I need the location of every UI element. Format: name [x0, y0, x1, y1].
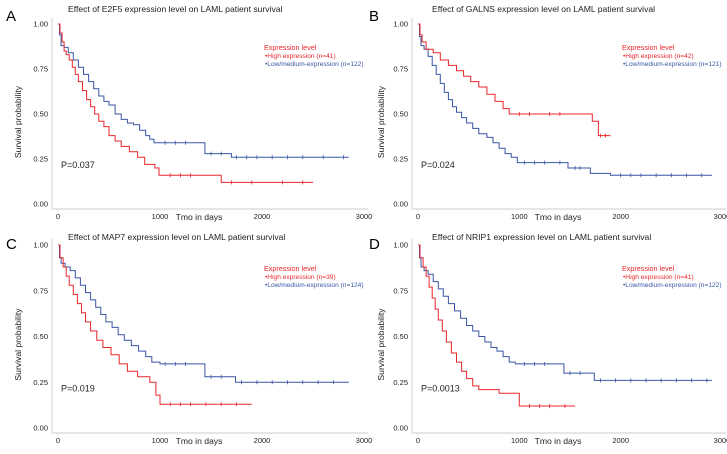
p-value: P=0.024 — [421, 160, 455, 170]
low-expression-curve — [418, 23, 712, 176]
legend-item-high: •High expression (n=42) — [623, 53, 694, 60]
km-panel-d: D Effect of NRIP1 expression level on LAM… — [369, 232, 727, 446]
y-tick-label: 0.75 — [393, 286, 408, 295]
y-tick-label: 0.25 — [33, 378, 48, 387]
y-axis-label: Survival probability — [13, 85, 23, 158]
km-panel-b: B Effect of GALNS expression level on LAM… — [369, 4, 727, 222]
p-value: P=0.037 — [61, 160, 95, 170]
x-tick-label: 1000 — [152, 436, 169, 445]
high-expression-curve — [418, 23, 611, 137]
y-axis-label: Survival probability — [13, 308, 23, 381]
low-expression-curve — [58, 244, 349, 383]
x-axis-label: Tmo in days — [535, 436, 582, 446]
x-tick-label: 2000 — [254, 436, 271, 445]
panel-label: C — [6, 236, 17, 253]
legend-item-low: •Low/medium-expression (n=124) — [265, 282, 364, 289]
y-tick-label: 0.75 — [33, 65, 48, 74]
y-tick-label: 0.50 — [393, 110, 408, 119]
low-expression-curve — [418, 244, 712, 381]
legend-item-high: •High expression (n=39) — [265, 274, 336, 281]
p-value: P=0.0013 — [421, 383, 460, 393]
y-tick-label: 0.75 — [33, 286, 48, 295]
legend-title: Expression level — [264, 43, 317, 52]
y-tick-label: 0.25 — [393, 378, 408, 387]
high-expression-curve — [58, 23, 313, 183]
y-tick-label: 1.00 — [33, 241, 48, 250]
x-tick-label: 3000 — [714, 212, 727, 221]
km-panel-a: A Effect of E2F5 expression level on LAML… — [6, 4, 372, 222]
chart-title: Effect of NRIP1 expression level on LAML… — [432, 232, 651, 242]
panel-label: A — [6, 8, 16, 25]
x-tick-label: 3000 — [356, 436, 373, 445]
y-tick-label: 1.00 — [393, 20, 408, 29]
legend-item-low: •Low/medium-expression (n=122) — [265, 61, 364, 68]
panel-label: B — [369, 8, 379, 25]
panel-label: D — [369, 236, 380, 253]
low-expression-curve — [58, 23, 349, 158]
x-tick-label: 2000 — [612, 436, 629, 445]
x-tick-label: 0 — [416, 436, 420, 445]
legend-item-low: •Low/medium-expression (n=122) — [623, 282, 722, 289]
legend-title: Expression level — [622, 43, 675, 52]
km-panel-c: C Effect of MAP7 expression level on LAML… — [6, 232, 372, 446]
x-tick-label: 3000 — [714, 436, 727, 445]
y-tick-label: 0.25 — [33, 155, 48, 164]
y-tick-label: 0.00 — [393, 424, 408, 433]
y-tick-label: 0.00 — [393, 200, 408, 209]
high-expression-curve — [418, 244, 576, 407]
x-tick-label: 1000 — [511, 436, 528, 445]
x-tick-label: 0 — [56, 212, 60, 221]
legend-title: Expression level — [264, 264, 317, 273]
high-expression-curve — [58, 244, 252, 405]
x-tick-label: 1000 — [511, 212, 528, 221]
chart-title: Effect of E2F5 expression level on LAML … — [68, 4, 283, 14]
legend-item-low: •Low/medium-expression (n=121) — [623, 61, 722, 68]
y-tick-label: 0.75 — [393, 65, 408, 74]
legend-item-high: •High expression (n=41) — [623, 274, 694, 281]
y-axis-label: Survival probability — [376, 85, 386, 158]
p-value: P=0.019 — [61, 383, 95, 393]
chart-title: Effect of MAP7 expression level on LAML … — [68, 232, 285, 242]
y-axis-label: Survival probability — [376, 308, 386, 381]
x-axis-label: Tmo in days — [176, 436, 223, 446]
y-tick-label: 0.00 — [33, 200, 48, 209]
x-tick-label: 2000 — [612, 212, 629, 221]
x-tick-label: 1000 — [152, 212, 169, 221]
y-tick-label: 0.25 — [393, 155, 408, 164]
y-tick-label: 0.50 — [33, 110, 48, 119]
x-tick-label: 0 — [416, 212, 420, 221]
x-axis-label: Tmo in days — [535, 212, 582, 222]
y-tick-label: 0.00 — [33, 424, 48, 433]
x-axis-label: Tmo in days — [176, 212, 223, 222]
y-tick-label: 0.50 — [393, 332, 408, 341]
legend-title: Expression level — [622, 264, 675, 273]
y-tick-label: 0.50 — [33, 332, 48, 341]
x-tick-label: 3000 — [356, 212, 373, 221]
x-tick-label: 0 — [56, 436, 60, 445]
chart-title: Effect of GALNS expression level on LAML… — [432, 4, 655, 14]
y-tick-label: 1.00 — [393, 241, 408, 250]
legend-item-high: •High expression (n=41) — [265, 53, 336, 60]
y-tick-label: 1.00 — [33, 20, 48, 29]
x-tick-label: 2000 — [254, 212, 271, 221]
